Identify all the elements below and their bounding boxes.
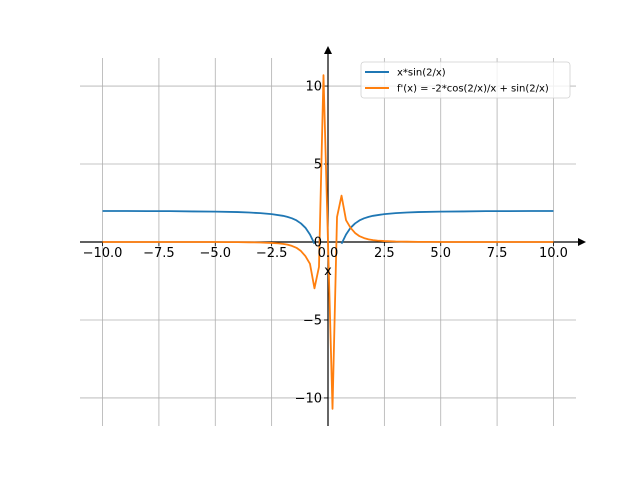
x-tick-label-4: 0.0 [318,246,339,261]
series-lines [102,74,554,410]
series-line-0-1 [340,210,554,245]
y-tick-label-3: 5 [314,158,322,173]
x-tick-label-3: −2.5 [256,246,288,261]
legend-label-1: f'(x) = -2*cos(2/x)/x + sin(2/x) [397,84,549,95]
legend-box [360,61,571,99]
x-tick-label-8: 10.0 [539,246,568,261]
tick-labels: −10.0 −7.5 −5.0 −2.5 0.0 2.5 5.0 7.5 10.0 −10 −5 0 5… [83,80,568,407]
x-tick-label-6: 5.0 [430,246,451,261]
y-tick-label-0: −10 [295,391,322,406]
x-tick-label-5: 2.5 [374,246,395,261]
x-tick-label-7: 7.5 [487,246,508,261]
y-tick-label-1: −5 [303,313,322,328]
x-tick-label-2: −5.0 [199,246,231,261]
legend-label-0: x*sin(2/x) [397,68,446,79]
legend: x*sin(2/x) f'(x) = -2*cos(2/x)/x + sin(2… [360,61,571,99]
x-tick-label-0: −10.0 [83,246,123,261]
x-tick-label-1: −7.5 [143,246,175,261]
series-line-0-0 [102,210,316,245]
y-tick-label-2: 0 [314,236,322,251]
x-axis-label: x [324,264,332,279]
y-tick-label-4: 10 [305,80,322,95]
series-line-1-0 [102,74,554,410]
y-axis-arrow [324,46,332,54]
x-axis-arrow [578,238,586,246]
